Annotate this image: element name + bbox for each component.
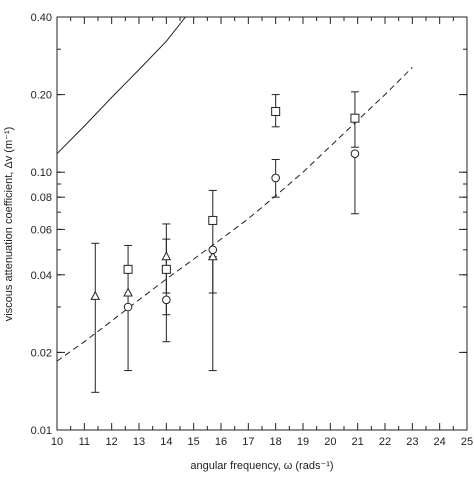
y-tick-label: 0.08 — [31, 192, 52, 204]
square-marker — [350, 113, 360, 123]
y-tick-label: 0.06 — [31, 224, 52, 236]
x-tick-label: 14 — [160, 436, 172, 448]
x-tick-label: 13 — [133, 436, 145, 448]
circle-marker — [162, 295, 171, 305]
x-tick-label: 23 — [406, 436, 418, 448]
errorbars-layer — [91, 91, 359, 393]
y-tick-label: 0.02 — [31, 347, 52, 359]
square-marker — [271, 106, 281, 116]
triangle-marker — [123, 287, 133, 297]
x-tick-label: 21 — [352, 436, 364, 448]
triangle-marker — [161, 251, 172, 261]
x-tick-label: 18 — [270, 436, 282, 448]
circle-marker — [208, 245, 218, 255]
circle-marker — [123, 302, 133, 312]
x-tick-label: 10 — [51, 436, 63, 448]
x-tick-label: 19 — [297, 436, 309, 448]
x-tick-label: 25 — [461, 436, 473, 448]
curves-layer — [56, 16, 413, 362]
square-marker — [208, 215, 218, 225]
x-tick-label: 11 — [79, 436, 90, 448]
y-tick-label: 0.04 — [31, 270, 52, 282]
x-tick-label: 20 — [324, 436, 336, 448]
markers-layer — [90, 106, 360, 312]
x-tick-label: 15 — [188, 436, 200, 448]
y-tick-label: 0.20 — [31, 90, 52, 102]
y-axis-title: viscous attenuation coefficient, Δv (m⁻¹… — [3, 127, 15, 322]
y-tick-label: 0.01 — [31, 425, 52, 437]
ticks-layer: 10 11 12 13 14 15 16 17 18 19 20 21 22 23 24 25 0.01 0.02… — [31, 12, 474, 448]
x-tick-label: 16 — [215, 436, 227, 448]
x-axis-title: angular frequency, ω (rads⁻¹) — [190, 460, 333, 472]
square-marker — [161, 264, 171, 274]
x-tick-label: 12 — [106, 436, 118, 448]
solid-model-curve — [56, 16, 186, 155]
x-tick-label: 22 — [379, 436, 391, 448]
circle-marker — [350, 149, 360, 158]
x-tick-label: 17 — [242, 436, 254, 448]
square-marker — [123, 264, 133, 274]
y-tick-label: 0.40 — [31, 12, 52, 24]
x-tick-label: 24 — [434, 436, 446, 448]
triangle-marker — [207, 251, 218, 261]
plot-frame — [56, 16, 468, 431]
y-tick-label: 0.10 — [31, 167, 52, 179]
circle-marker — [271, 173, 280, 183]
triangle-marker — [90, 290, 101, 300]
dashed-model-curve — [56, 67, 413, 362]
